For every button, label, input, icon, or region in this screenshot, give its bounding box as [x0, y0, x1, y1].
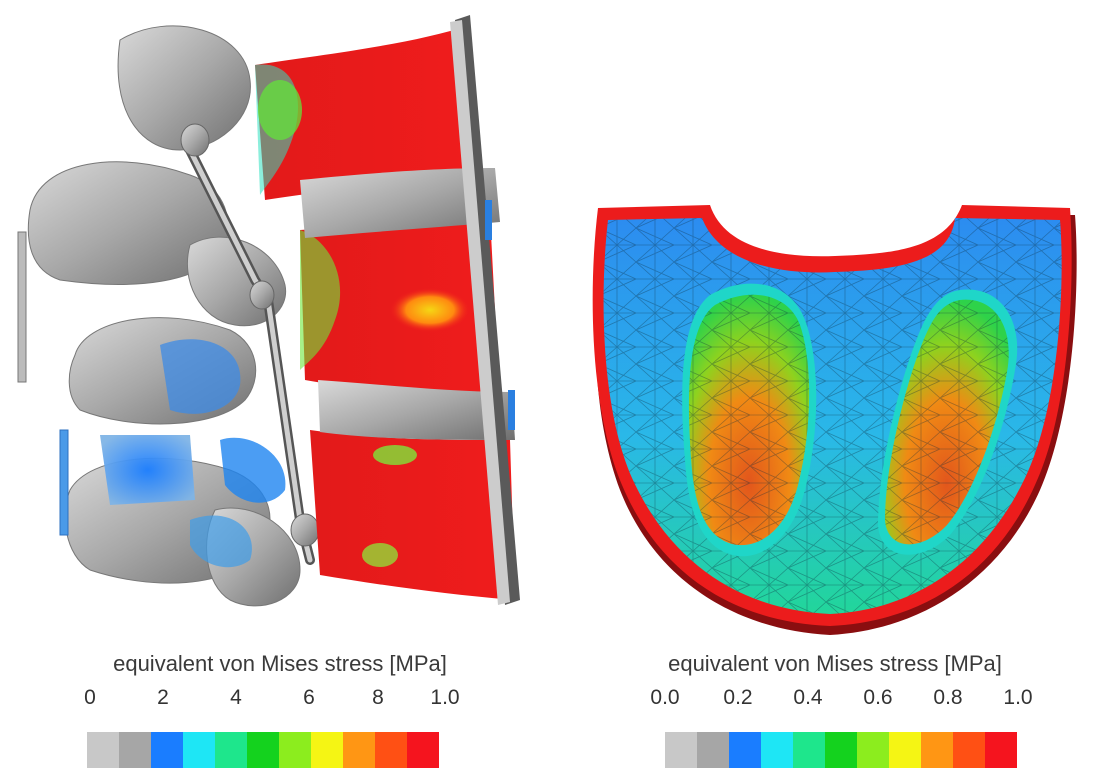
colorbar-swatch — [407, 732, 439, 768]
colorbar-legend-right: equivalent von Mises stress [MPa] 0.0 0.… — [615, 650, 1055, 768]
colorbar-tick: 0.0 — [650, 686, 680, 709]
colorbar-swatch — [761, 732, 793, 768]
endplate-section — [592, 205, 1077, 635]
spine-segment-stress-plot — [17, 15, 520, 607]
colorbar-swatch — [311, 732, 343, 768]
colorbar-tick: 0.6 — [863, 686, 893, 709]
colorbar-swatch — [151, 732, 183, 768]
colorbar-tick: 8 — [372, 686, 384, 709]
colorbar-swatch — [729, 732, 761, 768]
colorbar-swatch — [87, 732, 119, 768]
colorbar-swatch — [215, 732, 247, 768]
colorbar-tick: 1.0 — [1003, 686, 1033, 709]
colorbar-swatch — [697, 732, 729, 768]
colorbar-swatch — [921, 732, 953, 768]
colorbar-swatch — [375, 732, 407, 768]
colorbar-swatches — [665, 732, 1017, 768]
colorbar-tick: 4 — [230, 686, 242, 709]
colorbar-ticks: 0 2 4 6 8 1.0 — [60, 686, 500, 716]
endplate-stress-plot — [592, 205, 1077, 635]
vertebral-bodies — [255, 15, 520, 605]
colorbar-tick: 6 — [303, 686, 315, 709]
colorbar-swatch — [247, 732, 279, 768]
colorbar-swatch — [665, 732, 697, 768]
colorbar-swatch — [889, 732, 921, 768]
colorbar-swatches — [87, 732, 439, 768]
implant-pad-right — [878, 289, 1018, 555]
colorbar-title: equivalent von Mises stress [MPa] — [668, 651, 1002, 676]
colorbar-tick: 1.0 — [430, 686, 460, 709]
implant-pad-left — [682, 283, 817, 557]
colorbar-swatch — [279, 732, 311, 768]
colorbar-tick: 0.4 — [793, 686, 823, 709]
ligament-strand — [17, 231, 27, 383]
colorbar-ticks: 0.0 0.2 0.4 0.6 0.8 1.0 — [615, 686, 1055, 716]
colorbar-tick: 0.2 — [723, 686, 753, 709]
colorbar-swatch — [825, 732, 857, 768]
colorbar-swatch — [793, 732, 825, 768]
colorbar-swatch — [183, 732, 215, 768]
colorbar-swatch — [953, 732, 985, 768]
posterior-elements — [17, 25, 320, 607]
colorbar-swatch — [343, 732, 375, 768]
colorbar-swatch — [119, 732, 151, 768]
colorbar-swatch — [857, 732, 889, 768]
colorbar-tick: 0 — [84, 686, 96, 709]
colorbar-tick: 0.8 — [933, 686, 963, 709]
colorbar-swatch — [985, 732, 1017, 768]
colorbar-title: equivalent von Mises stress [MPa] — [113, 651, 447, 676]
colorbar-tick: 2 — [157, 686, 169, 709]
colorbar-legend-left: equivalent von Mises stress [MPa] 0 2 4 … — [60, 650, 500, 768]
ligament-strand — [59, 429, 69, 536]
